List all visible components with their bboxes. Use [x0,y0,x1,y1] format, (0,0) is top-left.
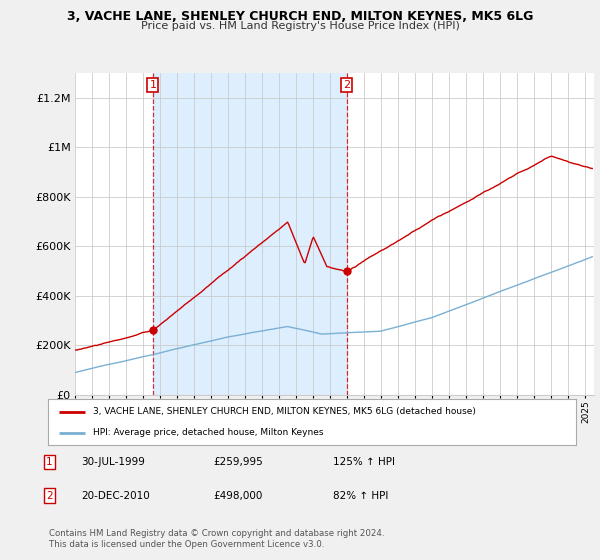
Text: 30-JUL-1999: 30-JUL-1999 [81,457,145,467]
Text: 20-DEC-2010: 20-DEC-2010 [81,491,150,501]
Text: £259,995: £259,995 [213,457,263,467]
Text: 82% ↑ HPI: 82% ↑ HPI [333,491,388,501]
Text: Price paid vs. HM Land Registry's House Price Index (HPI): Price paid vs. HM Land Registry's House … [140,21,460,31]
Text: 125% ↑ HPI: 125% ↑ HPI [333,457,395,467]
Text: 2: 2 [46,491,53,501]
Text: HPI: Average price, detached house, Milton Keynes: HPI: Average price, detached house, Milt… [93,428,323,437]
Text: 3, VACHE LANE, SHENLEY CHURCH END, MILTON KEYNES, MK5 6LG (detached house): 3, VACHE LANE, SHENLEY CHURCH END, MILTO… [93,407,476,416]
Text: Contains HM Land Registry data © Crown copyright and database right 2024.
This d: Contains HM Land Registry data © Crown c… [49,529,385,549]
Text: £498,000: £498,000 [213,491,262,501]
Bar [153,73,347,395]
Text: 2: 2 [343,80,350,90]
Text: 3, VACHE LANE, SHENLEY CHURCH END, MILTON KEYNES, MK5 6LG: 3, VACHE LANE, SHENLEY CHURCH END, MILTO… [67,10,533,23]
Text: 1: 1 [149,80,157,90]
Text: 1: 1 [46,457,53,467]
